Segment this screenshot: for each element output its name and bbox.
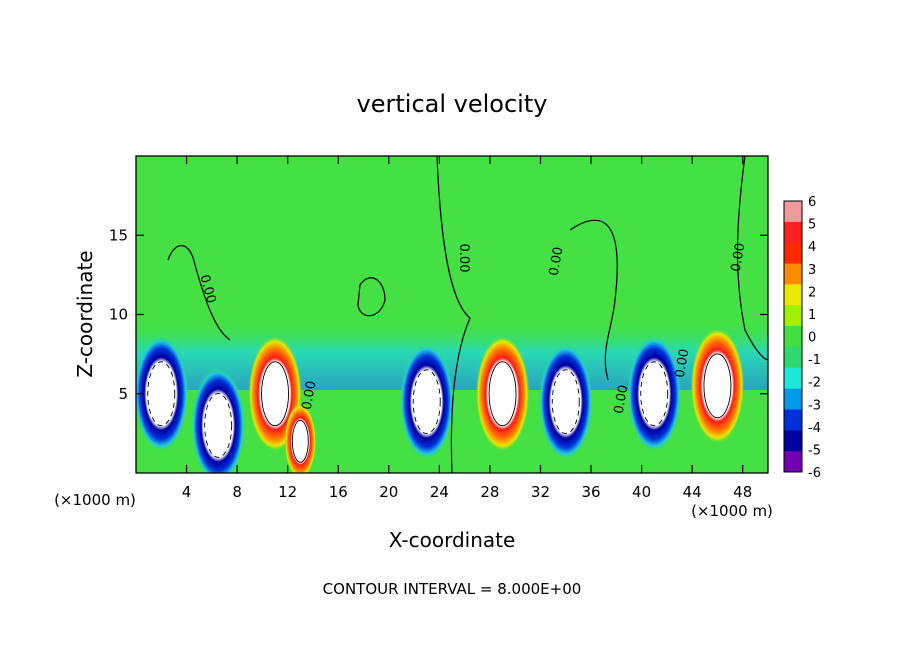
cell-contour bbox=[204, 393, 233, 458]
colorbar-tick-label: -3 bbox=[808, 398, 821, 413]
downdraft-cell bbox=[538, 343, 593, 460]
updraft-cell bbox=[284, 403, 317, 473]
x-tick-label: 40 bbox=[632, 483, 651, 501]
x-tick-label: 20 bbox=[379, 483, 398, 501]
downdraft-cell bbox=[191, 367, 246, 473]
y-tick-label: 10 bbox=[109, 306, 128, 324]
updraft-cell bbox=[690, 327, 745, 444]
colorbar-swatch bbox=[784, 409, 802, 431]
colorbar-tick-label: 3 bbox=[808, 263, 816, 278]
cell-contour bbox=[488, 361, 517, 427]
x-tick-label: 28 bbox=[480, 483, 499, 501]
colorbar-tick-label: 1 bbox=[808, 308, 816, 323]
x-tick-label: 36 bbox=[581, 483, 600, 501]
contour-interval-note: CONTOUR INTERVAL = 8.000E+00 bbox=[323, 580, 582, 598]
x-unit-right: (×1000 m) bbox=[691, 502, 773, 520]
contour-label: 0.00 bbox=[196, 273, 218, 305]
y-tick-label: 15 bbox=[109, 226, 128, 244]
cell-contour bbox=[261, 361, 289, 427]
cell-contour bbox=[703, 353, 732, 419]
contour-label: 0.00 bbox=[612, 384, 632, 415]
colorbar-swatch bbox=[784, 367, 802, 390]
x-tick-label: 44 bbox=[683, 483, 702, 501]
x-tick-label: 16 bbox=[329, 483, 348, 501]
colorbar-swatch bbox=[784, 430, 802, 452]
zero-contour bbox=[736, 156, 768, 361]
colorbar-tick-label: -2 bbox=[808, 376, 821, 391]
colorbar-tick-label: 2 bbox=[808, 285, 816, 300]
colorbar-tick-label: 5 bbox=[808, 218, 816, 233]
x-tick-label: 4 bbox=[182, 483, 192, 501]
y-axis-label: Z-coordinate bbox=[73, 250, 97, 377]
x-axis-label: X-coordinate bbox=[389, 528, 516, 552]
x-tick-label: 24 bbox=[430, 483, 449, 501]
colorbar-swatch bbox=[784, 201, 802, 223]
updraft-cell bbox=[475, 335, 530, 452]
contour-label: 0.00 bbox=[456, 244, 471, 273]
x-tick-label: 32 bbox=[531, 483, 550, 501]
cell-contour bbox=[291, 419, 309, 463]
x-unit-left: (×1000 m) bbox=[54, 491, 136, 509]
downdraft-cell bbox=[136, 335, 189, 452]
colorbar-tick-label: 6 bbox=[808, 195, 816, 210]
colorbar-frame bbox=[783, 200, 803, 473]
plot-area: 0.00 0.00 0.000.000.00 0.000.00 4 8 12 16 20 24 2… bbox=[109, 155, 769, 501]
colorbar-swatch bbox=[784, 326, 802, 348]
zero-contour bbox=[436, 156, 471, 473]
colorbar-swatch bbox=[784, 284, 802, 306]
cell-contour bbox=[640, 361, 669, 427]
contour-label: 0.00 bbox=[547, 246, 567, 277]
y-tick-label: 5 bbox=[118, 385, 128, 403]
colorbar-tick-label: -1 bbox=[808, 353, 821, 368]
x-tick-label: 12 bbox=[278, 483, 297, 501]
downdraft-cell bbox=[399, 343, 454, 460]
colorbar-swatch bbox=[784, 221, 802, 244]
cell-contour bbox=[412, 369, 441, 435]
colorbar-tick-label: -5 bbox=[808, 443, 821, 458]
colorbar-swatch bbox=[784, 305, 802, 327]
colorbar-tick-label: 4 bbox=[808, 240, 816, 255]
colorbar-tick-label: 0 bbox=[808, 331, 816, 346]
contour-label: 0.00 bbox=[673, 348, 693, 379]
zero-contour bbox=[357, 277, 386, 317]
contour-label: 0.00 bbox=[300, 380, 320, 411]
x-tick-label: 8 bbox=[232, 483, 242, 501]
x-tick-label: 48 bbox=[733, 483, 752, 501]
colorbar-swatch bbox=[784, 388, 802, 410]
contour-label: 0.00 bbox=[729, 242, 749, 273]
colorbar-swatch bbox=[784, 451, 802, 473]
cell-contour bbox=[551, 369, 580, 435]
colorbar-swatch bbox=[784, 346, 802, 369]
zero-contour bbox=[167, 245, 231, 341]
colorbar-tick-label: -6 bbox=[808, 466, 821, 481]
colorbar: 6 5 4 3 2 1 0 -1 -2 -3 -4 -5 -6 bbox=[783, 195, 821, 481]
colorbar-swatch bbox=[784, 263, 802, 285]
cell-contour bbox=[147, 361, 176, 427]
downdraft-cell bbox=[627, 335, 682, 452]
chart-title: vertical velocity bbox=[357, 90, 548, 118]
colorbar-tick-label: -4 bbox=[808, 421, 821, 436]
zero-contour bbox=[569, 219, 618, 381]
colorbar-swatch bbox=[784, 242, 802, 265]
